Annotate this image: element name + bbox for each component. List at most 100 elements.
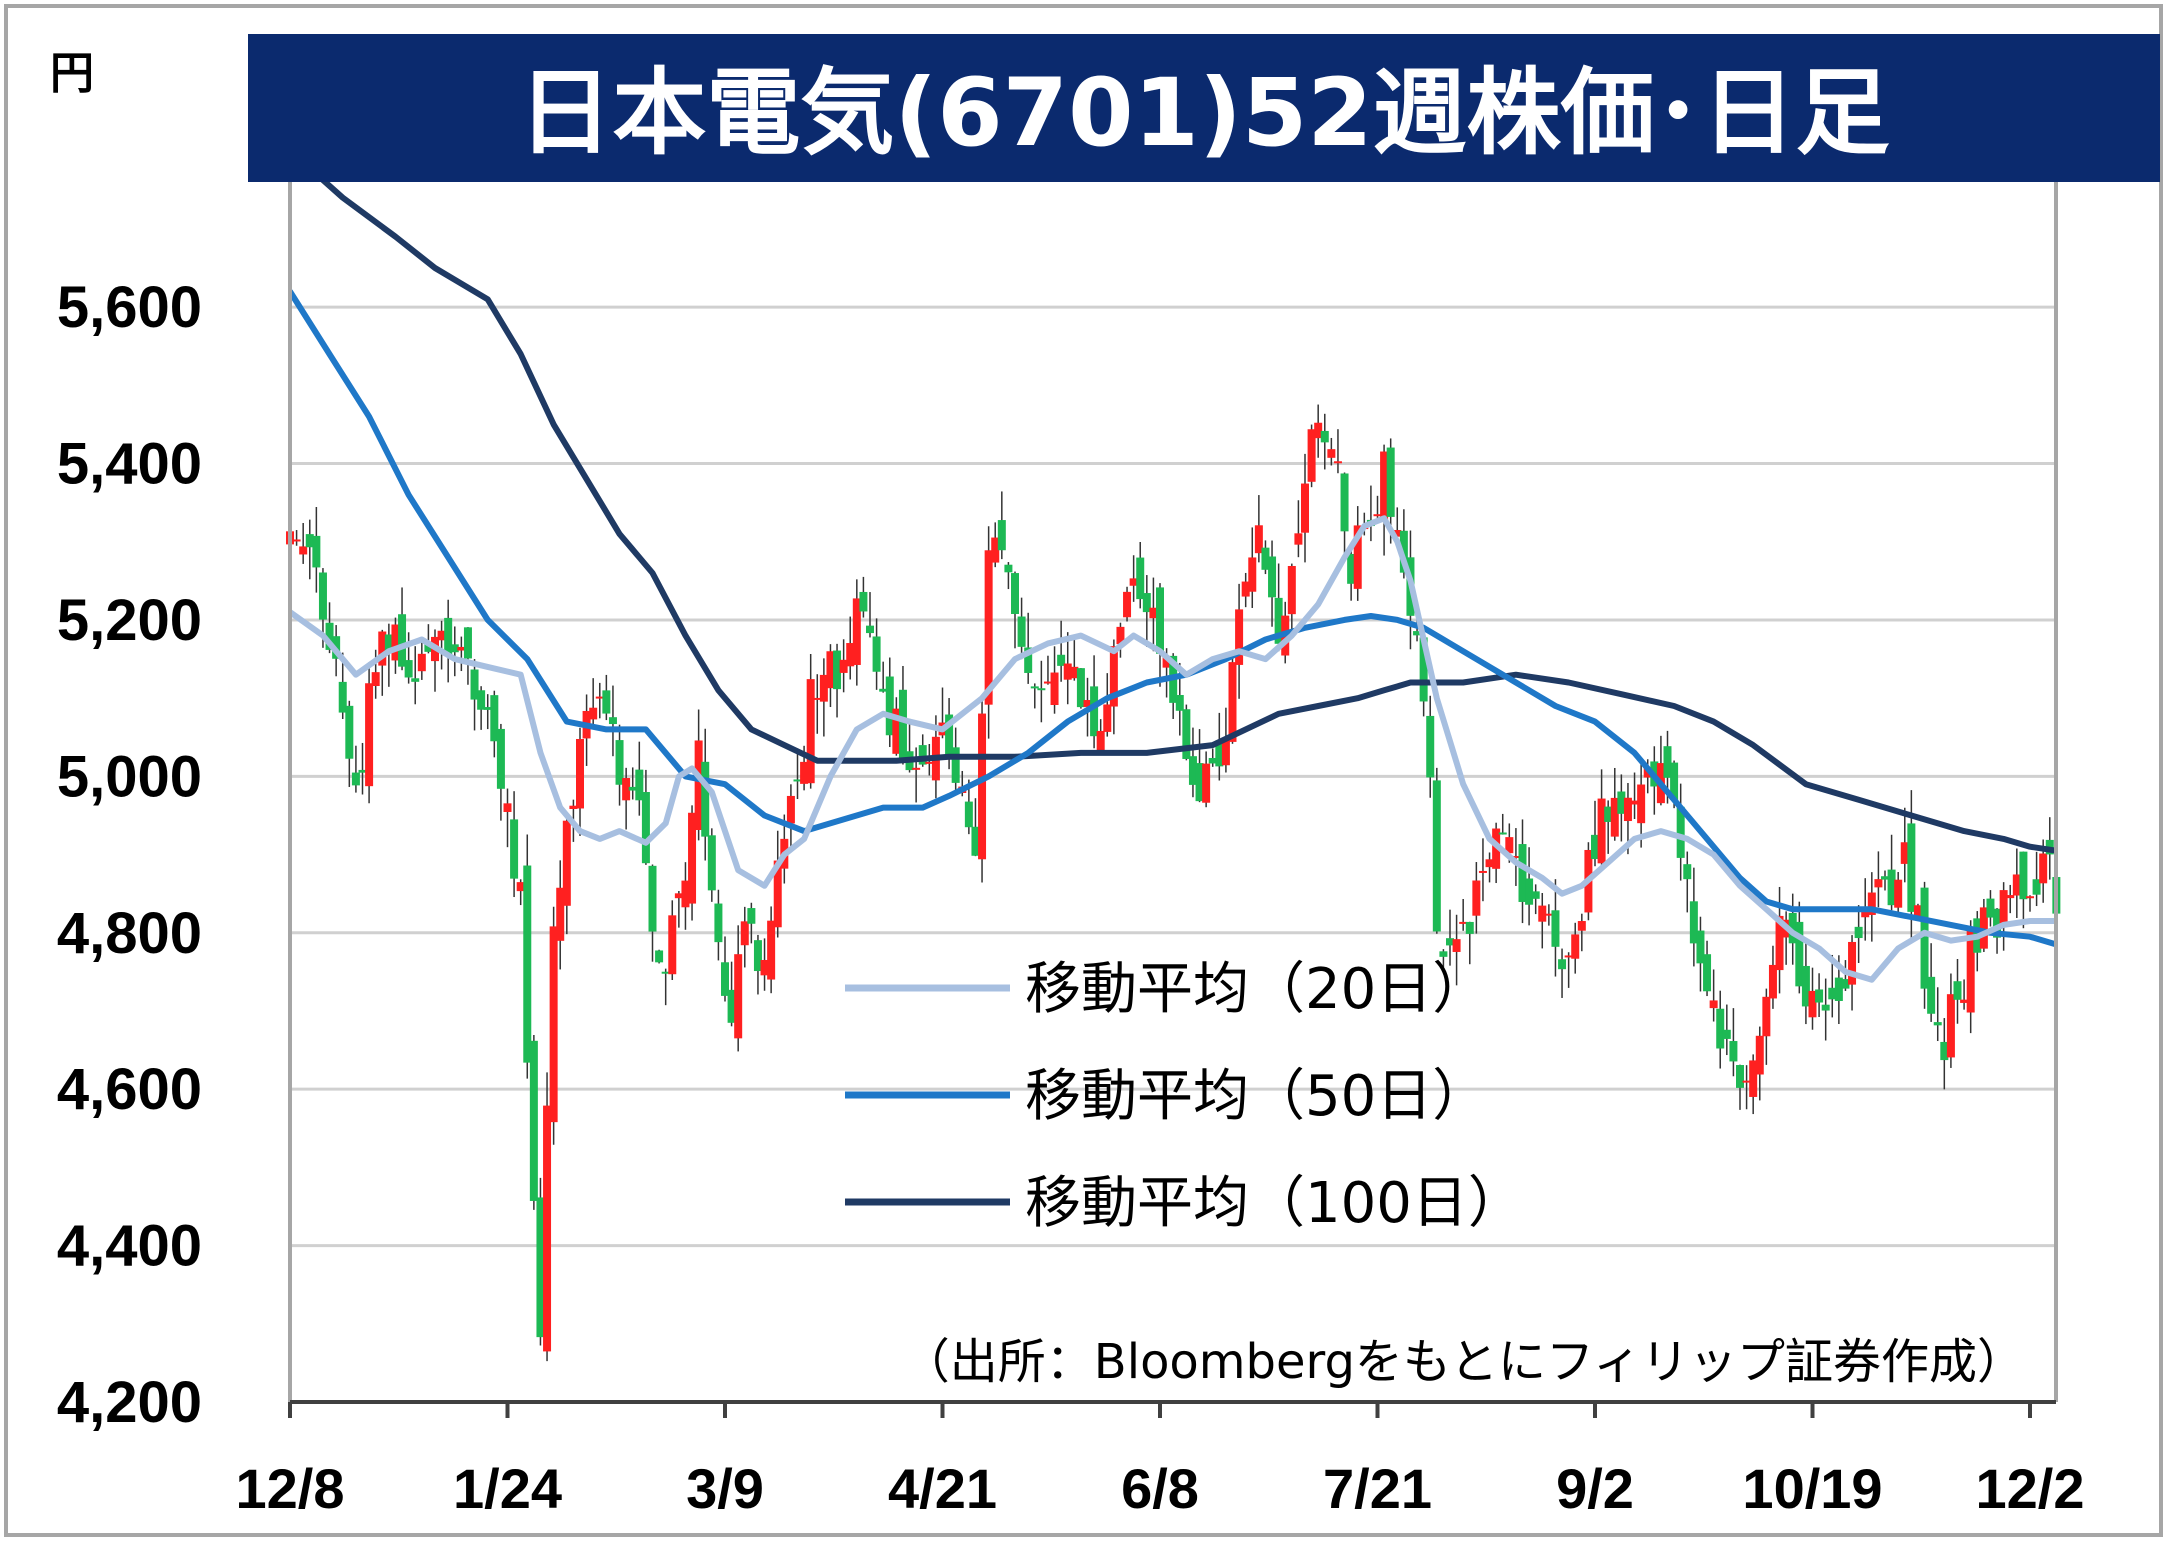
candle-up	[1373, 514, 1382, 517]
candle-up	[391, 624, 400, 661]
candle-up	[622, 778, 631, 801]
candle-down	[615, 740, 624, 785]
candle-down	[1320, 430, 1329, 443]
candle-up	[773, 860, 782, 928]
candle-up	[1248, 557, 1257, 592]
candle-down	[305, 534, 314, 548]
y-axis-ticks: 4,200 4,400 4,600 4,800 5,000 5,200 5,400 5,600	[57, 275, 202, 1435]
candle-down	[1076, 668, 1085, 708]
candle-up	[846, 643, 855, 667]
title-banner	[248, 34, 2160, 182]
candle-down	[358, 769, 367, 773]
candle-up	[1327, 449, 1336, 458]
candle-up	[1861, 911, 1870, 918]
x-tick-label: 10/19	[1742, 1457, 1882, 1520]
y-tick-label: 5,000	[57, 744, 202, 809]
candle-down	[747, 908, 756, 924]
candle-up	[912, 767, 921, 770]
candle-up	[1235, 609, 1244, 665]
candle-up	[1511, 856, 1520, 859]
candle-up	[688, 812, 697, 904]
candle-up	[1742, 1080, 1751, 1083]
candle-up	[800, 761, 809, 784]
candle-down	[1828, 987, 1837, 1000]
candle-down	[477, 690, 486, 710]
candle-down	[1274, 597, 1283, 644]
candle-up	[852, 598, 861, 665]
candle-up	[503, 803, 512, 812]
candle-down	[1940, 1041, 1949, 1061]
candle-down	[1004, 564, 1013, 573]
candle-down	[898, 689, 907, 758]
candle-up	[760, 959, 769, 976]
candle-up	[417, 653, 426, 672]
candle-up	[1202, 763, 1211, 803]
candle-down	[707, 835, 716, 891]
candle-up	[1775, 915, 1784, 971]
candle-down	[1347, 553, 1356, 584]
legend-label-ma20: 移動平均（20日）	[1025, 957, 1488, 1022]
candle-down	[1953, 981, 1962, 1000]
candle-up	[543, 1105, 552, 1352]
candle-down	[635, 769, 644, 801]
candle-down	[1933, 1022, 1942, 1026]
candle-down	[1841, 979, 1850, 989]
candle-up	[1063, 663, 1072, 680]
candle-up	[1307, 429, 1316, 482]
candle-down	[1795, 921, 1804, 987]
candlesticks	[286, 404, 2061, 1362]
candle-down	[312, 535, 321, 568]
candle-down	[2019, 851, 2028, 900]
candle-down	[1703, 954, 1712, 992]
y-tick-label: 4,600	[57, 1057, 202, 1122]
candle-down	[1498, 832, 1507, 835]
candle-up	[1755, 1035, 1764, 1075]
candle-up	[2006, 895, 2015, 899]
candle-up	[562, 820, 571, 906]
candle-up	[1043, 681, 1052, 684]
candle-down	[463, 627, 472, 659]
candle-down	[1340, 473, 1349, 532]
candle-down	[1432, 780, 1441, 932]
candle-up	[2012, 874, 2021, 896]
candle-up	[1070, 666, 1079, 679]
candle-down	[384, 634, 393, 653]
candle-up	[734, 954, 743, 1039]
candle-down	[701, 761, 710, 837]
candle-down	[1188, 756, 1197, 785]
candle-up	[378, 631, 387, 666]
candle-up	[767, 920, 776, 980]
candle-up	[1966, 929, 1975, 1013]
chart-title: 日本電気(6701)52週株価･日足	[518, 59, 1889, 168]
candle-down	[470, 669, 479, 700]
source-note: （出所：Bloombergをもとにフィリップ証券作成）	[902, 1334, 2025, 1390]
legend-label-ma50: 移動平均（50日）	[1025, 1064, 1488, 1129]
candle-down	[1136, 557, 1145, 600]
candle-down	[872, 636, 881, 672]
candle-down	[1696, 930, 1705, 964]
candle-down	[1558, 959, 1567, 970]
candle-down	[483, 707, 492, 710]
candle-down	[1729, 1041, 1738, 1062]
candle-up	[589, 707, 598, 720]
candle-down	[1920, 887, 1929, 989]
candle-up	[984, 550, 993, 705]
candle-up	[1050, 672, 1059, 705]
candle-down	[1663, 746, 1672, 778]
candle-up	[681, 880, 690, 908]
candle-down	[1426, 715, 1435, 778]
candle-up	[1162, 657, 1171, 668]
candle-down	[714, 903, 723, 943]
y-tick-label: 4,800	[57, 901, 202, 966]
candle-down	[1881, 876, 1889, 880]
candle-up	[1894, 879, 1903, 908]
candle-up	[978, 713, 987, 860]
x-tick-label: 12/2	[1976, 1457, 2085, 1520]
candle-down	[655, 950, 664, 963]
candle-up	[1597, 798, 1606, 864]
candle-down	[859, 591, 868, 612]
candle-down	[1413, 631, 1422, 636]
candle-up	[1571, 934, 1580, 959]
x-tick-label: 12/8	[236, 1457, 345, 1520]
candle-up	[1123, 591, 1132, 618]
